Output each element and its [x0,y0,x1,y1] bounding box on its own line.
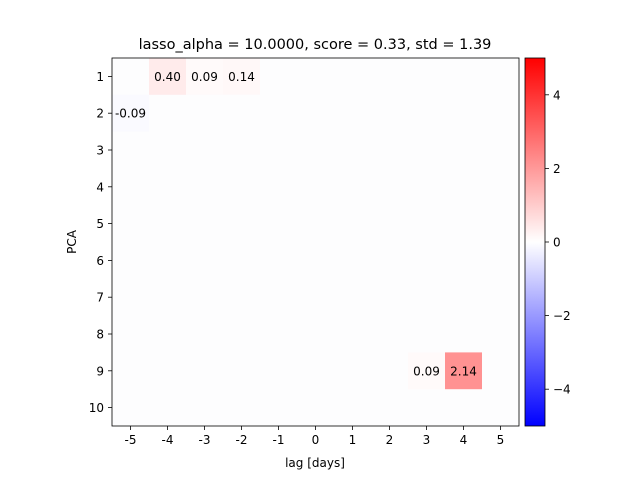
colorbar-tick-label: −4 [553,383,571,397]
heatmap-cell [445,352,482,390]
y-axis: 1 2 3 4 5 6 7 8 9 10 [89,70,112,415]
y-tick-label: 3 [96,144,104,158]
y-tick-label: 5 [96,217,104,231]
y-tick-label: 1 [96,70,104,84]
x-tick-label: 2 [386,433,394,447]
heatmap-cells [112,58,482,390]
x-tick-label: -1 [273,433,285,447]
y-tick-label: 9 [96,364,104,378]
heatmap-cell [149,58,186,95]
cell-value-label: 0.09 [191,70,218,84]
colorbar-tick-label: 0 [553,236,561,250]
x-tick-label: -3 [199,433,211,447]
x-tick-label: -5 [125,433,137,447]
y-tick-label: 4 [96,180,104,194]
x-tick-label: 4 [460,433,468,447]
y-tick-label: 8 [96,328,104,342]
y-tick-label: 6 [96,254,104,268]
colorbar-tick-label: −2 [553,309,571,323]
y-tick-label: 2 [96,107,104,121]
cell-value-label: -0.09 [115,107,146,121]
y-axis-label: PCA [65,229,79,254]
y-tick-label: 7 [96,291,104,305]
x-axis: -5 -4 -3 -2 -1 0 1 2 3 4 5 [125,426,505,447]
x-tick-label: 1 [349,433,357,447]
colorbar-tick-label: 4 [553,88,561,102]
x-tick-label: 5 [497,433,505,447]
heatmap-cell [223,58,260,95]
x-tick-label: -2 [236,433,248,447]
cell-value-label: 0.14 [228,70,255,84]
cell-value-label: 0.40 [154,70,181,84]
x-axis-label: lag [days] [285,456,345,470]
y-tick-label: 10 [89,401,104,415]
heatmap-cell-labels: 0.40 0.09 0.14 -0.09 0.09 2.14 [115,70,477,378]
chart-title: lasso_alpha = 10.0000, score = 0.33, std… [139,37,492,53]
x-tick-label: 0 [312,433,320,447]
heatmap-cell [112,94,149,132]
cell-value-label: 0.09 [413,364,440,378]
heatmap-cell [408,352,445,390]
colorbar-tick-label: 2 [553,162,561,176]
x-tick-label: 3 [423,433,431,447]
cell-value-label: 2.14 [450,364,477,378]
heatmap-cell [186,58,223,95]
colorbar [524,57,546,427]
colorbar-axis: −4 −2 0 2 4 [545,88,571,397]
x-tick-label: -4 [162,433,174,447]
